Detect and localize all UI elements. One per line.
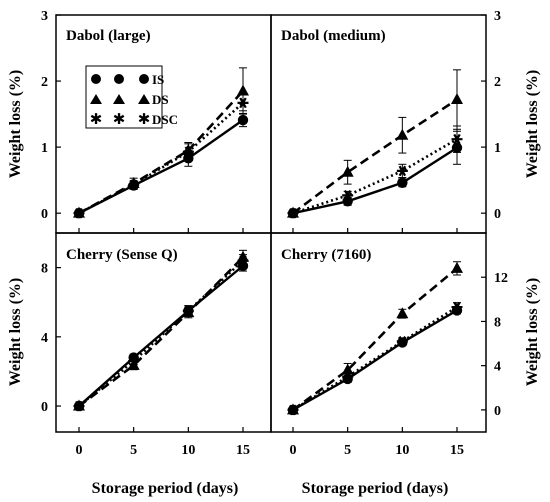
panel-2-plot: 0 5 10 15 0 4 8 (41, 249, 250, 458)
series-line-ds (292, 98, 458, 215)
series-line-ds (292, 267, 458, 411)
panel-frame-cherry-7160 (270, 232, 487, 433)
data-point-dsc (396, 336, 408, 347)
x-tick-label: 15 (450, 443, 464, 458)
panel-title-cherry-sense-q: Cherry (Sense Q) (66, 247, 178, 263)
x-tick-label: 15 (236, 443, 250, 458)
data-point-is (397, 177, 408, 188)
data-point-dsc (182, 305, 194, 317)
legend-marker-triangle (138, 94, 150, 104)
data-point-dsc (287, 207, 299, 219)
legend: IS DS ✱ ✱ ✱ DSC (85, 65, 178, 129)
y-tick-label: 2 (41, 75, 48, 90)
y-tick-label: 12 (494, 271, 508, 286)
data-point-dsc (237, 255, 249, 267)
legend-label-dsc: DSC (152, 112, 178, 127)
y-tick-label: 0 (41, 400, 48, 415)
series-line-dsc (78, 259, 244, 408)
panel-1-plot: 0 1 2 3 (287, 9, 501, 233)
y-axis-title-top-right: Weight loss (%) (524, 70, 541, 178)
data-point-dsc (73, 207, 85, 219)
panel-title-dabol-large: Dabol (large) (66, 28, 151, 44)
data-point-ds (396, 128, 409, 140)
y-tick-label: 8 (494, 315, 501, 330)
x-tick-label: 10 (181, 443, 195, 458)
x-axis-title-right: Storage period (days) (302, 480, 449, 497)
y-tick-label: 3 (494, 9, 501, 24)
legend-marker-star: ✱ (138, 112, 151, 128)
series-line-is (292, 146, 458, 215)
data-point-dsc (237, 97, 249, 109)
data-point-dsc (396, 165, 408, 177)
data-point-dsc (73, 400, 85, 412)
legend-marker-circle (139, 74, 149, 84)
y-tick-label: 8 (41, 262, 48, 277)
y-axis-title-bottom-left: Weight loss (%) (7, 278, 24, 386)
y-axis-title-top-left: Weight loss (%) (7, 70, 24, 178)
x-axis-title-left: Storage period (days) (92, 480, 239, 497)
legend-entry-is: IS (91, 72, 164, 87)
data-point-is (237, 114, 249, 126)
legend-entry-dsc: ✱ ✱ ✱ DSC (90, 112, 178, 128)
data-point-ds (451, 93, 463, 105)
series-line-is (78, 264, 244, 407)
x-tick-label: 0 (76, 443, 83, 458)
y-tick-label: 3 (41, 9, 48, 24)
y-tick-label: 4 (41, 331, 48, 346)
data-point-dsc (342, 190, 354, 201)
y-tick-label: 4 (494, 360, 501, 375)
data-point-dsc (342, 371, 354, 383)
y-tick-label: 0 (494, 404, 501, 419)
legend-marker-circle (91, 74, 101, 84)
y-tick-label: 2 (494, 75, 501, 90)
y-tick-label: 1 (494, 141, 501, 156)
series-line-dsc (292, 305, 458, 412)
data-point-dsc (451, 133, 463, 145)
data-point-ds (341, 363, 354, 375)
y-axis-title-bottom-right: Weight loss (%) (524, 278, 541, 386)
y-tick-label: 0 (41, 207, 48, 222)
x-tick-label: 5 (344, 443, 351, 458)
panel-title-dabol-medium: Dabol (medium) (281, 28, 386, 44)
x-tick-label: 5 (130, 443, 137, 458)
legend-marker-triangle (113, 94, 125, 104)
legend-label-is: IS (152, 72, 164, 87)
data-point-ds (341, 165, 354, 177)
data-point-dsc (128, 355, 140, 367)
x-tick-label: 0 (290, 443, 297, 458)
data-point-dsc (287, 404, 299, 416)
legend-marker-star: ✱ (113, 112, 126, 128)
series-line-ds (78, 256, 244, 408)
y-tick-label: 1 (41, 141, 48, 156)
x-tick-label: 10 (395, 443, 409, 458)
panel-frame-dabol-medium (270, 14, 487, 234)
legend-marker-circle (114, 74, 124, 84)
y-tick-label: 0 (494, 207, 501, 222)
panel-title-cherry-7160: Cherry (7160) (281, 247, 371, 263)
data-point-dsc (182, 146, 194, 158)
series-line-dsc (78, 101, 244, 215)
series-line-dsc (292, 138, 458, 215)
data-point-ds (451, 261, 463, 273)
panel-0-plot: 0 1 2 3 (41, 9, 249, 233)
data-point-ds (396, 307, 409, 319)
legend-marker-star: ✱ (90, 112, 103, 128)
legend-marker-triangle (90, 94, 102, 104)
data-point-ds (237, 84, 249, 96)
legend-label-ds: DS (152, 92, 169, 107)
legend-entry-ds: DS (90, 92, 169, 107)
data-point-dsc (128, 179, 140, 191)
data-point-dsc (451, 301, 463, 313)
panel-3-plot: 0 5 10 15 0 4 8 12 (287, 261, 508, 458)
